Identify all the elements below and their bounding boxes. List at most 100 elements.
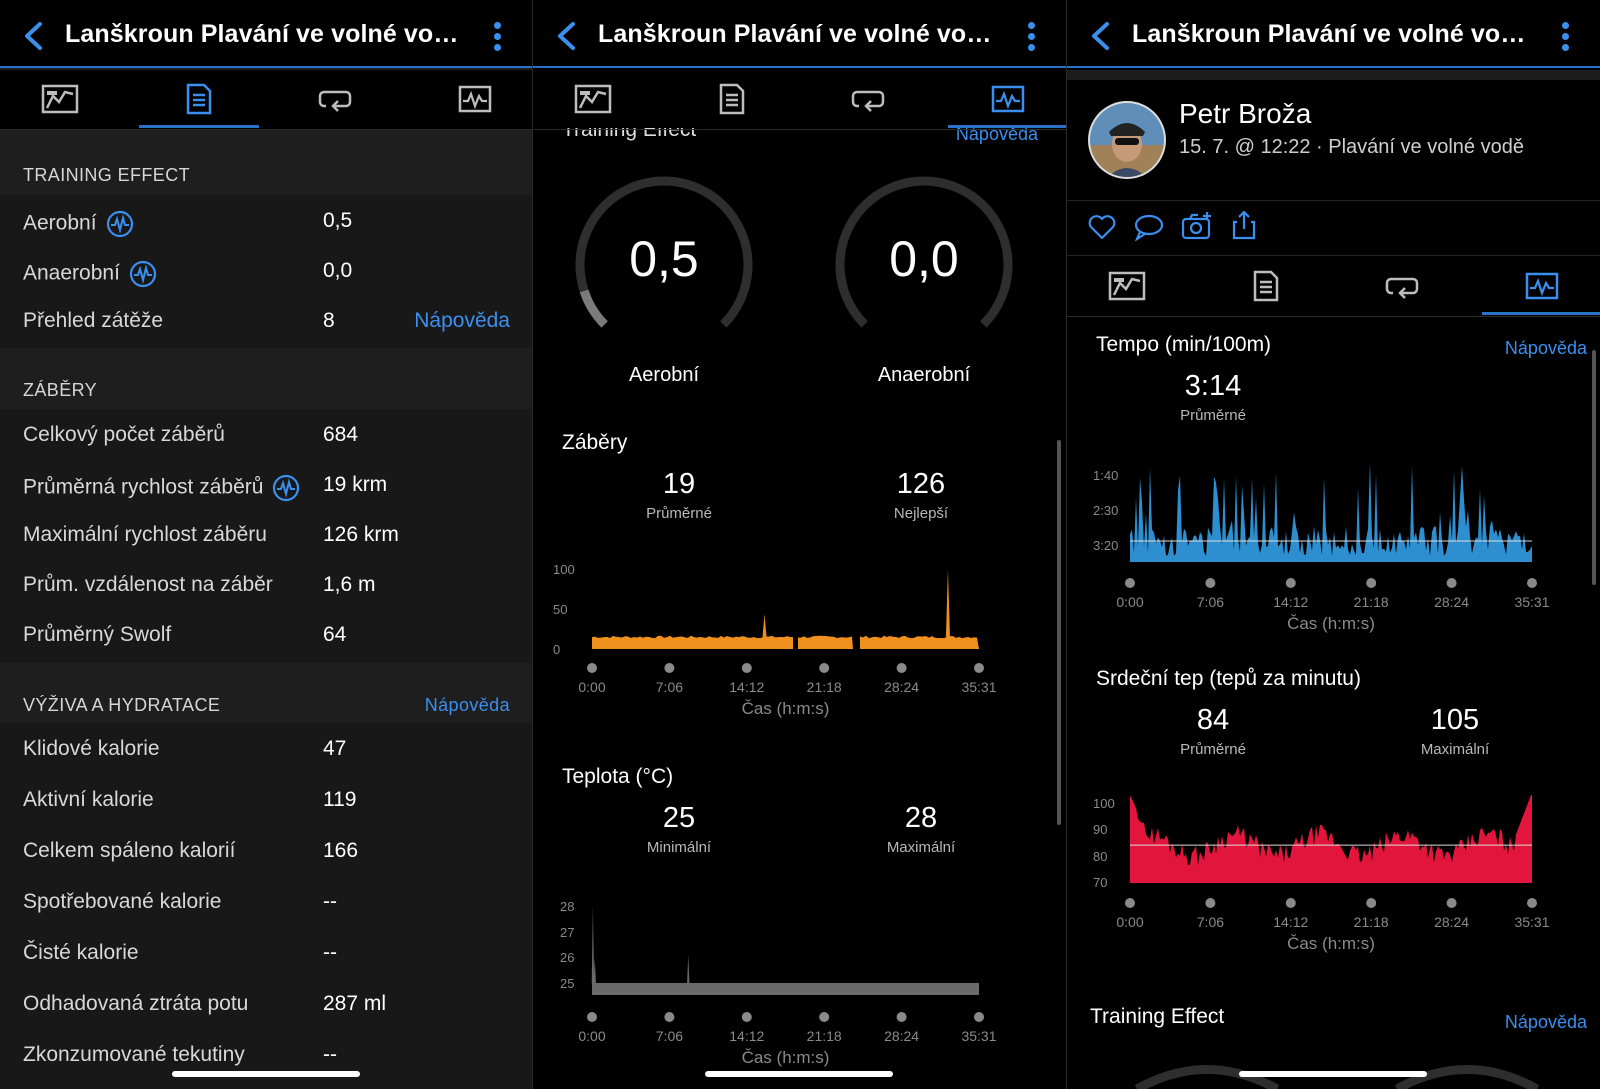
row-total-calories: Celkem spáleno kalorií 166: [0, 826, 532, 876]
y-tick-label: 70: [1093, 875, 1107, 890]
anaerobic-gauge: 0,0: [835, 176, 1013, 354]
scrollbar[interactable]: [1057, 440, 1061, 825]
row-consumed-calories: Spotřebované kalorie --: [0, 877, 532, 927]
avatar[interactable]: [1087, 100, 1167, 180]
user-name[interactable]: Petr Broža: [1179, 98, 1312, 129]
home-indicator[interactable]: [172, 1071, 360, 1077]
separator: [1067, 70, 1600, 80]
aerobic-gauge-fill: [579, 289, 608, 328]
temperature-chart: 28 27 26 25 0:00 7:06 14:12 21:18 28:24 35:31 Čas …: [560, 899, 997, 1067]
row-label: Čisté kalorie: [23, 941, 139, 964]
row-avg-stroke-rate: Průměrná rychlost záběrů 19 krm: [0, 460, 532, 510]
hr-max-stat: 105 Maximální: [1420, 704, 1490, 758]
share-icon[interactable]: [1231, 210, 1257, 240]
comment-icon[interactable]: [1133, 213, 1165, 241]
x-tick-label: 28:24: [1434, 914, 1469, 930]
row-value: 684: [323, 423, 359, 446]
x-tick-dot: [896, 663, 907, 673]
x-tick-label: 0:00: [578, 1028, 605, 1044]
more-menu-icon[interactable]: [1028, 22, 1036, 52]
row-net-calories: Čisté kalorie --: [0, 928, 532, 978]
y-tick-label: 100: [553, 562, 575, 577]
more-menu-icon[interactable]: [494, 22, 502, 52]
temperature-spike: [591, 906, 595, 983]
tab-graphs[interactable]: [1482, 257, 1600, 315]
tab-laps[interactable]: [809, 70, 929, 128]
x-tick-dot: [587, 1012, 597, 1022]
activity-tabs: [0, 70, 532, 130]
back-arrow-icon[interactable]: [551, 18, 581, 54]
back-arrow-icon[interactable]: [1085, 18, 1115, 54]
row-value: 166: [323, 839, 359, 862]
home-indicator[interactable]: [705, 1071, 893, 1077]
laps-loop-icon: [851, 90, 885, 112]
tab-summary[interactable]: [533, 70, 653, 128]
pace-chart-title: Tempo (min/100m): [1096, 333, 1272, 356]
y-tick-label: 28: [560, 899, 574, 914]
x-tick-dot: [1446, 578, 1457, 588]
y-tick-label: 26: [560, 950, 574, 965]
strokes-group: [0, 409, 532, 663]
tab-graphs[interactable]: [415, 70, 532, 128]
row-max-stroke-rate: Maximální rychlost záběru 126 krm: [0, 510, 532, 560]
help-link[interactable]: Nápověda: [1504, 1012, 1587, 1032]
row-value: 0,5: [323, 209, 353, 232]
row-label: Anaerobní: [23, 259, 158, 289]
strokes-spike: [762, 614, 767, 637]
x-tick-dot: [819, 663, 830, 673]
row-value: --: [323, 941, 337, 964]
tab-summary[interactable]: [0, 70, 120, 128]
tab-laps[interactable]: [276, 70, 396, 128]
strokes-spike: [945, 569, 950, 637]
temperature-min-stat: 25 Minimální: [646, 802, 712, 856]
row-value: 126 krm: [323, 523, 399, 546]
row-label: Spotřebované kalorie: [23, 890, 222, 913]
x-axis-label: Čas (h:m:s): [742, 699, 830, 718]
x-tick-label: 21:18: [1354, 914, 1389, 930]
x-tick-label: 35:31: [1514, 594, 1549, 610]
info-pulse-icon[interactable]: [105, 209, 135, 239]
tab-details[interactable]: [672, 70, 792, 128]
strokes-chart: 100 50 0 0:00 7:06 14:12 21:18 28:24 35:31 Čas (h…: [553, 562, 997, 718]
x-tick-dot: [1205, 898, 1216, 908]
temperature-chart-title: Teplota (°C): [562, 765, 674, 788]
help-link[interactable]: Nápověda: [1504, 338, 1587, 358]
y-tick-label: 25: [560, 976, 574, 991]
x-tick-dot: [1366, 578, 1377, 588]
heart-icon[interactable]: [1087, 213, 1117, 241]
row-resting-calories: Klidové kalorie 47: [0, 724, 532, 774]
x-tick-dot: [974, 663, 984, 673]
info-pulse-icon[interactable]: [271, 473, 301, 503]
y-tick-label: 3:20: [1093, 538, 1118, 553]
tab-details[interactable]: [139, 70, 259, 128]
row-value: --: [323, 1043, 337, 1066]
row-label: Odhadovaná ztráta potu: [23, 992, 249, 1015]
tab-summary[interactable]: [1067, 257, 1187, 315]
scrollbar[interactable]: [1592, 350, 1596, 585]
help-link[interactable]: Nápověda: [424, 695, 510, 715]
more-menu-icon[interactable]: [1562, 22, 1570, 52]
temperature-max-stat: 28 Maximální: [886, 802, 956, 856]
tab-graphs[interactable]: [948, 70, 1066, 128]
info-pulse-icon[interactable]: [128, 259, 158, 289]
x-tick-label: 0:00: [1116, 914, 1143, 930]
aerobic-gauge: 0,5: [575, 176, 753, 354]
camera-add-icon[interactable]: [1181, 211, 1215, 241]
strokes-area: [860, 635, 979, 649]
hr-area: [1130, 795, 1532, 883]
row-sweat-loss: Odhadovaná ztráta potu 287 ml: [0, 979, 532, 1029]
activity-feed-panel: Lanškroun Plavání ve volné vodě... Petr …: [1067, 0, 1600, 1089]
activity-title: Lanškroun Plavání ve volné vodě...: [65, 20, 465, 48]
back-arrow-icon[interactable]: [18, 18, 48, 54]
row-aerobic: Aerobní 0,5: [0, 196, 532, 246]
row-label: Průměrná rychlost záběrů: [23, 473, 301, 503]
home-indicator[interactable]: [1239, 1071, 1427, 1077]
tab-details[interactable]: [1206, 257, 1326, 315]
top-bar: Lanškroun Plavání ve volné vodě...: [1067, 0, 1600, 68]
aerobic-gauge-value: 0,5: [629, 231, 699, 287]
row-total-strokes: Celkový počet záběrů 684: [0, 410, 532, 460]
y-tick-label: 0: [553, 642, 560, 657]
help-link[interactable]: Nápověda: [414, 309, 510, 332]
tab-laps[interactable]: [1343, 257, 1463, 315]
x-tick-label: 7:06: [656, 1028, 683, 1044]
